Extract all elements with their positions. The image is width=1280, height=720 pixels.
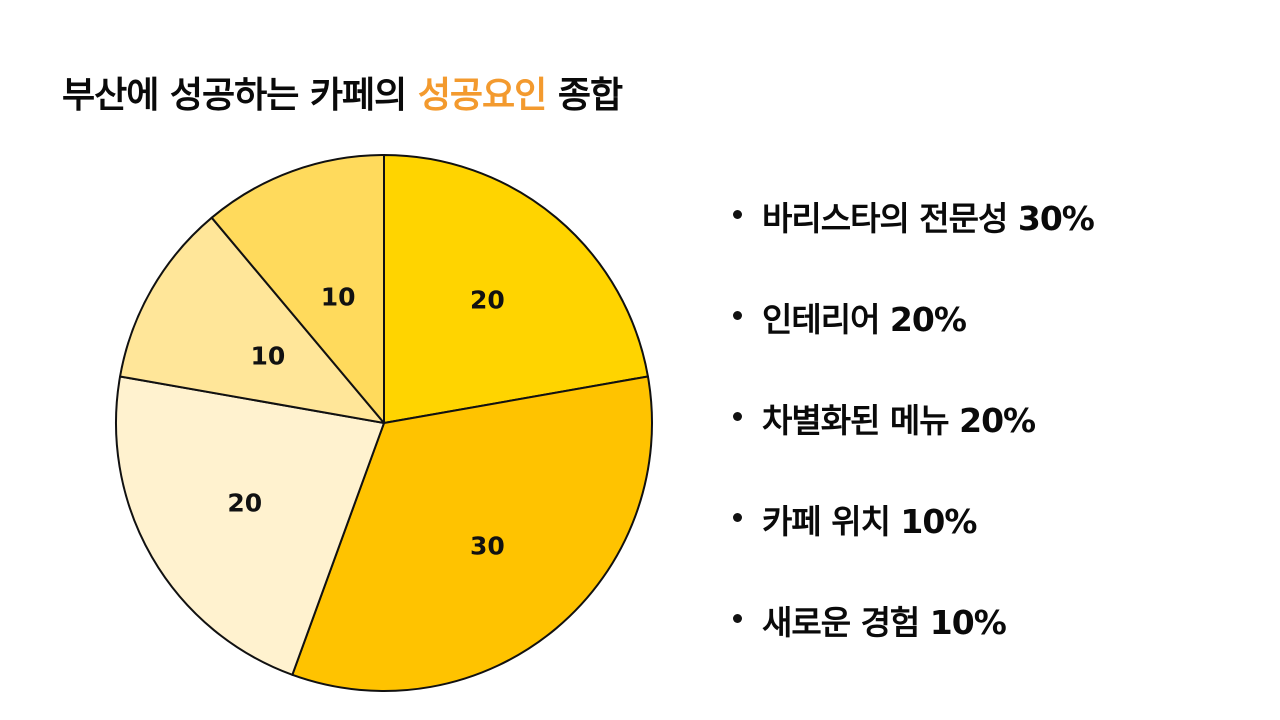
slice-value-label: 10 xyxy=(250,341,286,371)
slice-value-label: 20 xyxy=(227,488,263,518)
pie-slice xyxy=(119,216,385,424)
pie-slice xyxy=(115,375,385,676)
bullet-icon xyxy=(733,412,742,421)
legend-item-text: 인테리어 20% xyxy=(762,300,967,339)
bullet-icon xyxy=(733,614,742,623)
bullet-icon xyxy=(733,513,742,522)
slice-value-label: 20 xyxy=(469,285,505,315)
legend-item: 차별화된 메뉴 20% xyxy=(733,394,1094,495)
page-title: 부산에 성공하는 카페의 성공요인 종합 xyxy=(62,66,623,118)
legend-item-text: 새로운 경험 10% xyxy=(762,603,1007,642)
slice-value-label: 30 xyxy=(469,531,505,561)
pie-slice xyxy=(291,375,653,692)
slice-value-label: 10 xyxy=(320,282,356,312)
pie-slice xyxy=(210,154,385,424)
legend-item: 인테리어 20% xyxy=(733,293,1094,394)
legend-item-text: 바리스타의 전문성 30% xyxy=(762,199,1095,238)
pie-slice xyxy=(383,154,649,424)
title-prefix: 부산에 성공하는 카페의 xyxy=(62,75,418,116)
legend-item: 새로운 경험 10% xyxy=(733,596,1094,697)
legend-item: 카페 위치 10% xyxy=(733,495,1094,596)
factor-legend: 바리스타의 전문성 30% 인테리어 20% 차별화된 메뉴 20% 카페 위치… xyxy=(733,192,1095,697)
pie-chart: 20 30 20 10 10 xyxy=(115,154,653,692)
bullet-icon xyxy=(733,311,742,320)
title-highlight: 성공요인 xyxy=(417,75,547,116)
legend-item-text: 차별화된 메뉴 20% xyxy=(762,401,1036,440)
legend-item: 바리스타의 전문성 30% xyxy=(733,192,1095,293)
title-suffix: 종합 xyxy=(546,75,623,116)
bullet-icon xyxy=(733,210,742,219)
pie-chart-graphic xyxy=(115,154,653,692)
legend-item-text: 카페 위치 10% xyxy=(762,502,977,541)
